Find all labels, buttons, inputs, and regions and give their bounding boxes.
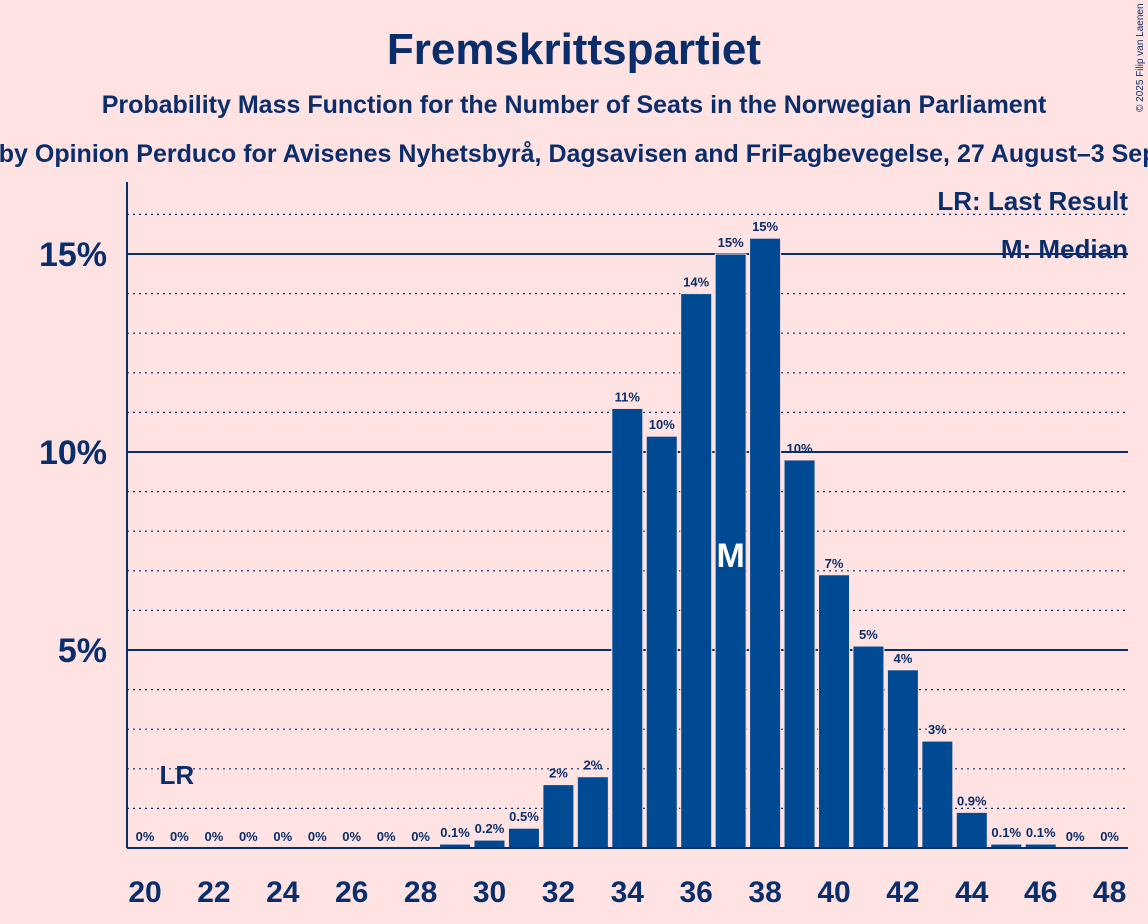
- bar-value-label: 2%: [549, 766, 568, 781]
- bar-seat-30: [473, 839, 506, 849]
- x-tick-label: 42: [886, 876, 919, 909]
- bar-value-label: 0.1%: [991, 825, 1021, 840]
- bar-value-label: 10%: [649, 417, 675, 432]
- x-tick-label: 46: [1024, 876, 1057, 909]
- legend-last-result: LR: Last Result: [937, 186, 1128, 216]
- bars: [439, 237, 1057, 849]
- bar-value-label: 5%: [859, 627, 878, 642]
- bar-value-label: 0.1%: [440, 825, 470, 840]
- x-tick-label: 32: [542, 876, 575, 909]
- bar-value-label: 11%: [615, 389, 641, 404]
- bar-value-label: 0%: [1100, 829, 1119, 844]
- bar-value-label: 0%: [136, 829, 155, 844]
- bar-value-label: 2%: [583, 758, 602, 773]
- bar-seat-42: [886, 669, 919, 849]
- bar-seat-39: [783, 459, 816, 849]
- bar-seat-31: [507, 827, 540, 849]
- bar-seat-43: [921, 740, 954, 849]
- median-marker: M: [716, 537, 744, 575]
- bar-seat-40: [818, 574, 850, 849]
- bar-value-label: 0%: [1066, 829, 1085, 844]
- bar-value-label: 3%: [928, 722, 947, 737]
- bar-value-label: 0%: [308, 829, 327, 844]
- x-tick-label: 22: [197, 876, 230, 909]
- y-tick-label: 10%: [39, 434, 107, 472]
- y-tick-labels: 5% 10% 15%: [39, 236, 107, 670]
- x-tick-label: 40: [817, 876, 850, 909]
- last-result-marker: LR: [159, 760, 194, 790]
- bar-value-label: 0%: [273, 829, 292, 844]
- x-tick-label: 24: [266, 876, 300, 909]
- bar-seat-32: [542, 784, 575, 849]
- x-tick-label: 34: [611, 876, 645, 909]
- bar-seat-41: [852, 645, 885, 849]
- x-tick-label: 38: [748, 876, 781, 909]
- bar-seat-33: [576, 776, 609, 849]
- bar-seat-35: [645, 435, 678, 849]
- bar-value-label: 15%: [752, 219, 778, 234]
- chart-title: Fremskrittspartiet: [387, 25, 761, 74]
- bar-value-label: 0.9%: [957, 793, 987, 808]
- bar-seat-37: [714, 253, 747, 849]
- bar-value-label: 0.1%: [1026, 825, 1056, 840]
- bar-seat-44: [955, 811, 988, 849]
- bar-seat-34: [611, 407, 644, 849]
- copyright-text: © 2025 Filip van Laenen: [1135, 3, 1146, 112]
- bar-value-label: 0.2%: [475, 821, 505, 836]
- bar-value-label: 0%: [342, 829, 361, 844]
- grid: [127, 213, 1128, 810]
- bar-seat-38: [749, 237, 782, 849]
- bar-labels: 0% 0% 0% 0% 0% 0% 0% 0% 0% 0.1% 0.2% 0.5% 2% 2% 11% 10%…: [136, 219, 1120, 844]
- bar-value-label: 0%: [411, 829, 430, 844]
- x-tick-label: 48: [1093, 876, 1126, 909]
- x-tick-labels: 20 22 24 26 28 30 32 34 36 38 40 42 44 46 48: [128, 876, 1126, 909]
- bar-value-label: 7%: [825, 556, 844, 571]
- bar-value-label: 4%: [894, 651, 913, 666]
- bar-value-label: 15%: [718, 235, 744, 250]
- bar-value-label: 0%: [239, 829, 258, 844]
- chart-subtitle: Probability Mass Function for the Number…: [102, 91, 1047, 119]
- chart-subtitle-poll: Opinion Poll by Opinion Perduco for Avis…: [0, 140, 1148, 168]
- axes: [126, 182, 1128, 849]
- y-tick-label: 5%: [58, 632, 107, 670]
- x-tick-label: 26: [335, 876, 368, 909]
- x-tick-label: 20: [128, 876, 161, 909]
- bar-seat-36: [680, 293, 713, 849]
- bar-value-label: 10%: [787, 441, 813, 456]
- bar-value-label: 0%: [170, 829, 189, 844]
- bar-value-label: 0.5%: [509, 809, 539, 824]
- legend-median: M: Median: [1001, 234, 1128, 264]
- x-tick-label: 36: [680, 876, 713, 909]
- bar-value-label: 14%: [683, 275, 709, 290]
- bar-value-label: 0%: [205, 829, 224, 844]
- x-tick-label: 28: [404, 876, 437, 909]
- y-tick-label: 15%: [39, 236, 107, 274]
- x-tick-label: 44: [955, 876, 989, 909]
- bar-value-label: 0%: [377, 829, 396, 844]
- x-tick-label: 30: [473, 876, 506, 909]
